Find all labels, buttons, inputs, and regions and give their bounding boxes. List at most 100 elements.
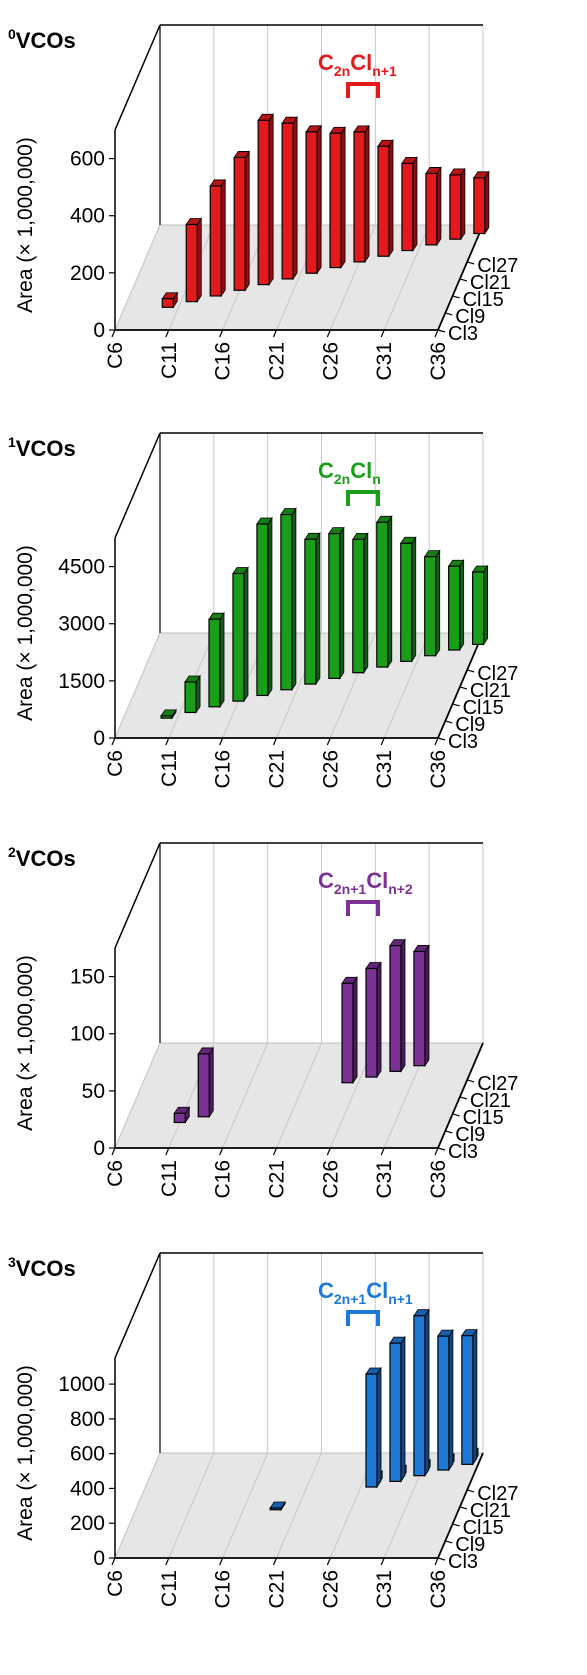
x-tick-label: C16 <box>212 1570 235 1609</box>
top-depth-line <box>114 842 161 949</box>
z-tick <box>437 1147 446 1151</box>
x-tick-label: C6 <box>104 750 127 777</box>
x-tick <box>326 329 331 338</box>
z-tick <box>459 686 468 690</box>
bar <box>305 124 322 275</box>
bar <box>377 138 394 258</box>
z-tick <box>445 720 453 724</box>
z-tick-label: Cl21 <box>470 1090 511 1112</box>
x-tick-label: C6 <box>104 342 127 369</box>
z-tick-label: Cl9 <box>455 714 485 736</box>
bar <box>269 1500 286 1512</box>
x-tick <box>380 737 385 746</box>
x-tick-label: C26 <box>319 1160 342 1199</box>
z-tick <box>467 1079 475 1083</box>
x-tick <box>434 737 439 746</box>
z-tick-label: Cl15 <box>463 1517 504 1539</box>
floor-gridline <box>222 1042 269 1149</box>
z-tick-label: Cl3 <box>448 1551 478 1573</box>
y-tick-label: 0 <box>93 1547 105 1570</box>
z-tick-label: Cl15 <box>463 289 504 311</box>
floor-gridline <box>276 1452 322 1559</box>
bar <box>185 217 203 303</box>
x-tick-label: C21 <box>266 342 289 381</box>
z-tick <box>437 329 446 333</box>
floor-gridline <box>114 224 161 331</box>
chart-panel-2: 0 50 100 150 C6 C11 C16 C21 C26 C31 C36 Cl27Cl21Cl1… <box>8 842 518 1199</box>
bar <box>389 938 406 1073</box>
z-tick <box>452 1523 460 1527</box>
x-tick <box>380 329 385 338</box>
z-tick <box>437 737 446 741</box>
x-tick-label: C31 <box>373 342 396 381</box>
formula-bracket <box>346 82 380 98</box>
x-tick <box>219 737 224 746</box>
x-tick-label: C11 <box>158 342 181 379</box>
z-tick-label: Cl9 <box>455 1124 485 1146</box>
y-tick-label: 150 <box>70 966 105 989</box>
z-tick-label: Cl15 <box>463 697 504 719</box>
bar <box>341 975 358 1085</box>
x-tick-label: C16 <box>212 342 235 381</box>
y-tick-label: 600 <box>70 1443 105 1466</box>
y-tick-label: 4500 <box>58 556 105 579</box>
bar <box>256 516 273 697</box>
bar <box>437 1328 454 1472</box>
x-tick-label: C21 <box>266 750 289 789</box>
y-tick-label: 0 <box>93 727 105 750</box>
z-tick <box>467 261 475 265</box>
x-tick <box>326 1147 331 1156</box>
panel-title: 0VCOs <box>8 26 76 53</box>
y-tick-label: 1500 <box>58 670 105 693</box>
y-tick-label: 400 <box>70 1477 105 1500</box>
formula-annotation: C2n+1Cln+1 <box>318 1278 413 1307</box>
x-tick-label: C16 <box>212 750 235 789</box>
bar <box>184 674 201 714</box>
bar <box>353 124 370 264</box>
z-tick <box>437 1557 446 1561</box>
y-tick-label: 400 <box>70 205 105 228</box>
y-axis-label: Area (× 1,000,000) <box>14 955 37 1131</box>
bar <box>473 170 490 235</box>
x-tick-label: C26 <box>319 342 342 381</box>
x-tick-label: C36 <box>427 342 450 381</box>
x-tick-label: C36 <box>427 1160 450 1199</box>
z-tick <box>467 669 475 673</box>
x-tick-label: C26 <box>319 750 342 789</box>
chart-panel-3: 0 200 400 600 800 1000 C6 C11 C16 C21 C26 C31 C36 Cl2… <box>8 1252 518 1609</box>
bar <box>401 156 418 252</box>
bar <box>365 1366 382 1489</box>
panel-title: 2VCOs <box>8 844 76 871</box>
x-tick <box>272 737 278 746</box>
floor-gridline <box>114 1452 161 1559</box>
x-tick-label: C6 <box>104 1160 127 1187</box>
panel-title: 1VCOs <box>8 434 76 461</box>
y-tick-label: 3000 <box>58 613 105 636</box>
bar <box>208 611 225 709</box>
formula-bracket <box>346 490 380 506</box>
x-tick <box>165 1557 170 1566</box>
bar <box>280 507 297 692</box>
y-tick-label: 600 <box>70 148 105 171</box>
z-tick-label: Cl21 <box>470 680 511 702</box>
x-tick <box>380 1557 385 1566</box>
x-tick-label: C11 <box>158 1160 181 1197</box>
bar <box>461 1328 478 1466</box>
bar <box>233 150 250 292</box>
y-tick-label: 1000 <box>58 1373 105 1396</box>
bar <box>423 549 441 658</box>
z-tick-label: Cl3 <box>448 323 478 345</box>
x-tick <box>111 1557 116 1566</box>
formula-annotation: C2nCln+1 <box>318 50 397 79</box>
x-tick <box>326 737 331 746</box>
bar <box>197 1046 214 1119</box>
x-tick-label: C31 <box>373 1160 396 1199</box>
y-tick-label: 800 <box>70 1408 105 1431</box>
z-tick <box>459 1506 468 1510</box>
z-tick-label: Cl27 <box>477 1483 518 1505</box>
z-tick-label: Cl27 <box>477 1073 518 1095</box>
z-tick <box>452 295 460 299</box>
y-axis-label: Area (× 1,000,000) <box>14 137 37 313</box>
bar <box>161 291 179 309</box>
x-tick-label: C31 <box>373 1570 396 1609</box>
